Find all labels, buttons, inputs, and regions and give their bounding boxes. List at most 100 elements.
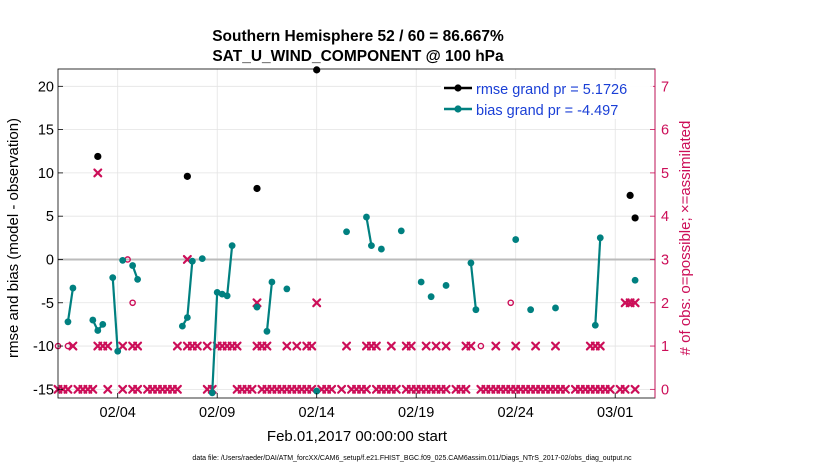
bias-series-layer <box>64 213 639 397</box>
obs-assimilated-marker <box>391 384 401 394</box>
y2-tick-label: 7 <box>661 79 669 95</box>
obs-assimilated-marker <box>511 341 521 351</box>
bias-line-segment <box>265 281 274 332</box>
bias-point <box>363 213 370 221</box>
bias-point <box>178 322 186 330</box>
obs-assimilated-marker <box>620 384 630 394</box>
legend: rmse grand pr = 5.1726 bias grand pr = -… <box>441 79 653 119</box>
obs-assimilated-marker <box>133 341 143 351</box>
x-axis-label: Feb.01,2017 00:00:00 start <box>267 428 448 445</box>
obs-possible-marker <box>129 299 136 307</box>
legend-box <box>441 79 653 119</box>
y2-tick-label: 0 <box>661 382 669 398</box>
obs-possible-marker <box>507 299 515 307</box>
y-tick-label: 0 <box>46 252 54 268</box>
obs-assimilated-marker <box>406 341 416 351</box>
bias-point <box>89 316 97 324</box>
obs-assimilated-marker <box>337 384 347 394</box>
chart-title-line1: Southern Hemisphere 52 / 60 = 86.667% <box>212 28 504 45</box>
rmse-point <box>94 152 102 161</box>
obs-assimilated-marker <box>431 341 441 351</box>
y-tick-label: 10 <box>38 166 54 182</box>
bias-point <box>467 259 475 267</box>
obs-assimilated-marker <box>441 341 451 351</box>
bias-point <box>442 282 450 289</box>
bias-point <box>377 245 385 253</box>
obs-assimilated-marker <box>172 384 182 394</box>
obs-assimilated-marker <box>292 341 302 351</box>
obs-assimilated-marker <box>327 384 337 394</box>
y2-tick-label: 3 <box>661 252 669 268</box>
bias-point <box>253 303 261 311</box>
obs-assimilated-marker <box>192 341 202 351</box>
obs-assimilated-marker <box>103 384 113 394</box>
bias-point <box>268 278 276 286</box>
bias-point <box>512 236 520 243</box>
bias-point <box>427 293 435 301</box>
y2-tick-label: 4 <box>661 209 669 225</box>
bias-line-segment <box>66 287 75 322</box>
bias-point <box>183 314 191 321</box>
bias-point <box>552 304 559 312</box>
bias-point <box>527 306 535 314</box>
rmse-point <box>253 184 261 193</box>
legend-bias-marker <box>454 105 462 113</box>
obs-assimilated-marker <box>386 341 396 351</box>
obs-assimilated-marker <box>630 384 640 394</box>
y2-tick-label: 5 <box>661 166 669 182</box>
y-tick-label: 5 <box>46 209 54 225</box>
y2-axis-label: # of obs: o=possible; ×=assimilated <box>677 121 694 356</box>
obs-assimilated-marker <box>421 341 431 351</box>
obs-assimilated-marker <box>118 341 128 351</box>
obs-assimilated-marker <box>312 298 322 308</box>
y-tick-label: 20 <box>38 79 54 95</box>
obs-assimilated-marker <box>605 384 615 394</box>
obs-assimilated-marker <box>88 384 98 394</box>
bias-point <box>198 255 206 263</box>
y2-tick-label: 1 <box>661 339 669 355</box>
bias-point <box>223 292 231 300</box>
obs-assimilated-marker <box>461 384 471 394</box>
obs-assimilated-marker <box>560 384 570 394</box>
obs-assimilated-marker <box>307 341 317 351</box>
obs-assimilated-marker <box>202 341 212 351</box>
obs-assimilated-marker <box>630 298 640 308</box>
bias-point <box>114 347 122 355</box>
bias-point <box>119 256 127 264</box>
bias-point <box>596 234 604 242</box>
obs-count-layer <box>53 168 640 394</box>
obs-assimilated-marker <box>103 341 113 351</box>
bias-point <box>343 228 350 236</box>
x-tick-label: 02/19 <box>398 405 434 421</box>
rmse-point <box>626 191 634 200</box>
obs-possible-marker <box>64 342 72 350</box>
y2-tick-label: 2 <box>661 296 669 312</box>
y2-tick-label: 6 <box>661 123 669 139</box>
obs-assimilated-marker <box>595 341 605 351</box>
x-tick-label: 02/09 <box>199 405 235 421</box>
data-file-footnote: data file: /Users/raeder/DAI/ATM_forcXX/… <box>192 455 632 462</box>
obs-assimilated-marker <box>68 341 78 351</box>
obs-assimilated-marker <box>466 341 476 351</box>
bias-point <box>109 274 117 282</box>
bias-point <box>64 318 72 326</box>
obs-assimilated-marker <box>118 384 128 394</box>
bias-point <box>94 327 102 334</box>
bias-point <box>188 257 196 265</box>
y-tick-label: -15 <box>33 382 54 398</box>
obs-assimilated-marker <box>262 341 272 351</box>
bias-point <box>631 276 639 284</box>
obs-assimilated-marker <box>232 341 242 351</box>
obs-assimilated-marker <box>63 384 73 394</box>
obs-assimilated-marker <box>247 384 257 394</box>
rmse-point <box>313 66 321 74</box>
left-axis-ticks: -15 -10 -5 0 5 10 15 20 <box>33 79 63 398</box>
bias-point <box>591 321 599 329</box>
bias-point <box>417 278 425 286</box>
bias-point <box>134 275 142 283</box>
obs-assimilated-marker <box>172 341 182 351</box>
obs-possible-marker <box>477 342 485 350</box>
legend-rmse-marker <box>454 84 462 92</box>
x-tick-label: 02/14 <box>299 405 335 421</box>
legend-rmse-label: rmse grand pr = 5.1726 <box>476 82 627 98</box>
